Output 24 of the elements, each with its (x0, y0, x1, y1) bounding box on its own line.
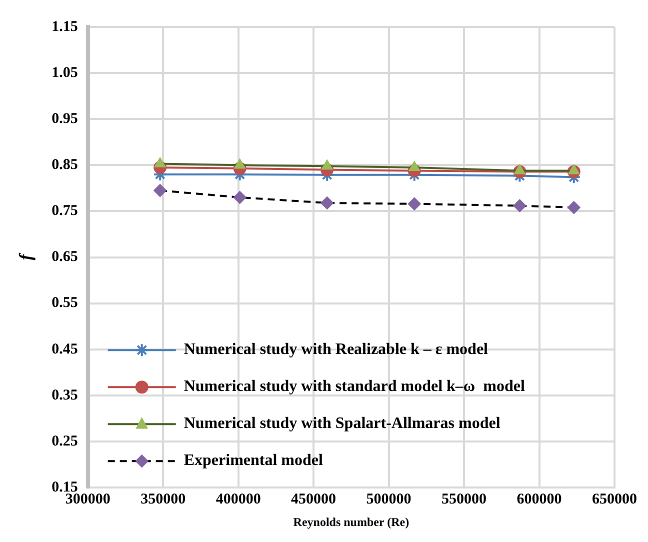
y-tick-label: 0.95 (52, 110, 78, 127)
y-tick-label: 0.75 (52, 203, 78, 220)
y-tick-label: 1.05 (52, 64, 78, 81)
legend-label: Numerical study with Spalart-Allmaras model (184, 415, 501, 432)
y-tick-label: 0.55 (52, 295, 78, 312)
legend-label: Experimental model (184, 452, 324, 470)
x-tick-label: 500000 (366, 491, 412, 508)
y-tick-label: 0.65 (52, 249, 78, 266)
x-axis-title: Reynolds number (Re) (293, 514, 410, 529)
x-tick-label: 650000 (592, 491, 637, 508)
x-tick-label: 450000 (291, 491, 336, 508)
y-tick-label: 1.15 (52, 18, 78, 35)
x-tick-label: 550000 (442, 491, 487, 508)
y-tick-label: 0.25 (52, 433, 78, 450)
x-tick-label: 600000 (516, 491, 562, 508)
x-tick-label: 350000 (140, 491, 186, 508)
x-tick-label: 400000 (216, 491, 261, 508)
y-axis-title: f (15, 252, 36, 260)
x-tick-label: 300000 (65, 491, 110, 508)
y-tick-label: 0.85 (52, 157, 78, 174)
legend-label: Numerical study with standard model k–ω model (184, 378, 526, 396)
y-tick-label: 0.45 (52, 341, 78, 358)
y-tick-label: 0.35 (52, 387, 78, 404)
legend-label: Numerical study with Realizable k – ε model (184, 341, 489, 358)
